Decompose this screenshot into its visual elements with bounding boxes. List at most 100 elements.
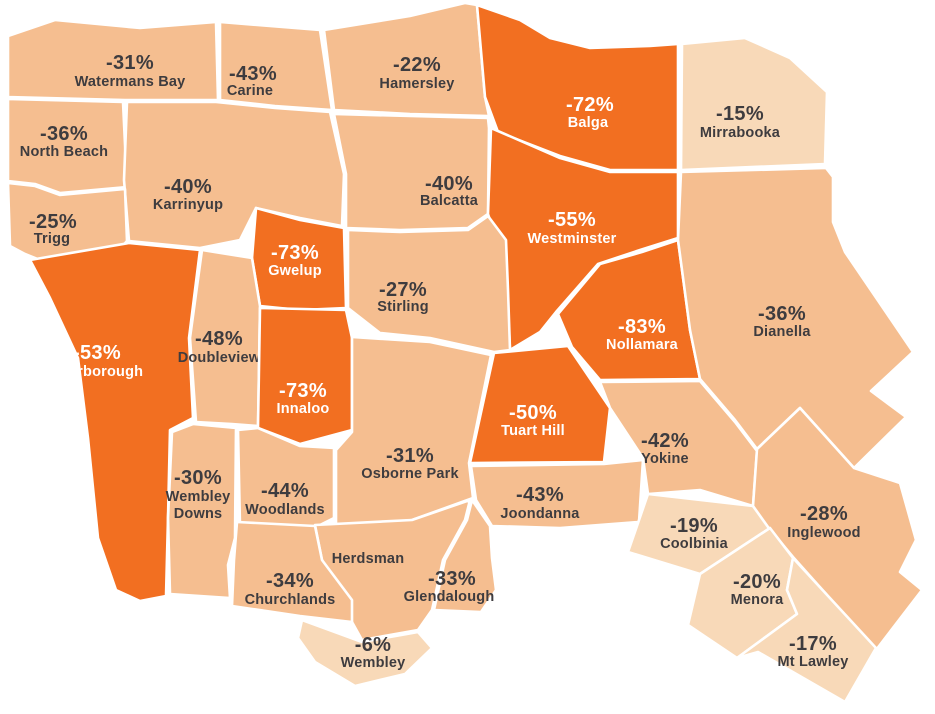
- hamersley-value: -22%: [393, 54, 441, 76]
- tuart-hill-value: -50%: [509, 402, 557, 424]
- north-beach-value: -36%: [40, 123, 88, 145]
- dianella-shape: [676, 166, 915, 470]
- gwelup-label: Gwelup: [268, 263, 322, 279]
- churchlands-label: Churchlands: [245, 592, 336, 608]
- watermans-bay-value: -31%: [106, 52, 154, 74]
- region-hamersley: -22% Hamersley: [322, 1, 491, 118]
- doubleview-shape: [188, 248, 262, 428]
- tuart-hill-label: Tuart Hill: [501, 423, 565, 439]
- joondanna-shape: [469, 458, 645, 530]
- yokine-value: -42%: [641, 430, 689, 452]
- churchlands-value: -34%: [266, 570, 314, 592]
- dianella-value: -36%: [758, 303, 806, 325]
- inglewood-label: Inglewood: [787, 525, 861, 541]
- region-mt-lawley: -17% Mt Lawley: [735, 556, 878, 704]
- region-stirling: -27% Stirling: [346, 214, 512, 354]
- karrinyup-label: Karrinyup: [153, 197, 223, 213]
- watermans-bay-label: Watermans Bay: [75, 74, 186, 90]
- mt-lawley-label: Mt Lawley: [777, 654, 848, 670]
- watermans-bay-shape: [6, 18, 220, 102]
- karrinyup-shape: [122, 100, 346, 250]
- karrinyup-value: -40%: [164, 176, 212, 198]
- yokine-shape: [598, 379, 759, 508]
- north-beach-label: North Beach: [20, 144, 108, 160]
- trigg-label: Trigg: [34, 231, 70, 247]
- wembley-value: -6%: [355, 634, 391, 656]
- balcatta-label: Balcatta: [420, 193, 479, 209]
- yokine-label: Yokine: [641, 451, 689, 467]
- balga-label: Balga: [568, 115, 609, 131]
- region-yokine: -42% Yokine: [598, 379, 759, 508]
- region-nollamara: -83% Nollamara: [556, 238, 702, 382]
- innaloo-shape: [256, 306, 354, 446]
- north-beach-shape: [6, 97, 129, 195]
- woodlands-label: Woodlands: [245, 502, 325, 518]
- region-watermans-bay: -31% Watermans Bay: [6, 18, 220, 102]
- region-balga: -72% Balga: [475, 3, 680, 172]
- balcatta-value: -40%: [425, 173, 473, 195]
- carine-shape: [218, 20, 334, 112]
- region-churchlands: -34% Churchlands: [230, 520, 354, 624]
- menora-value: -20%: [733, 571, 781, 593]
- inglewood-value: -28%: [800, 503, 848, 525]
- balcatta-shape: [332, 112, 491, 232]
- menora-label: Menora: [731, 592, 785, 608]
- region-mirrabooka: -15% Mirrabooka: [679, 36, 829, 172]
- scarborough-shape: [28, 241, 202, 603]
- nollamara-label: Nollamara: [606, 337, 679, 353]
- coolbinia-label: Coolbinia: [660, 536, 729, 552]
- scarborough-value: -53%: [73, 342, 121, 364]
- region-trigg: -25% Trigg: [6, 181, 129, 268]
- stirling-label: Stirling: [377, 299, 429, 315]
- wembley-downs-label-line1: Wembley: [166, 489, 231, 505]
- region-karrinyup: -40% Karrinyup: [122, 100, 346, 250]
- wembley-shape: [296, 618, 434, 688]
- mt-lawley-shape: [735, 556, 878, 704]
- churchlands-shape: [230, 520, 354, 624]
- innaloo-value: -73%: [279, 380, 327, 402]
- mt-lawley-value: -17%: [789, 633, 837, 655]
- region-doubleview: -48% Doubleview: [178, 248, 262, 428]
- region-innaloo: -73% Innaloo: [256, 306, 354, 446]
- wembley-downs-shape: [166, 422, 238, 600]
- region-dianella: -36% Dianella: [676, 166, 915, 470]
- region-woodlands: -44% Woodlands: [236, 426, 336, 532]
- region-tuart-hill: -50% Tuart Hill: [468, 344, 612, 465]
- region-scarborough: -53% Scarborough: [28, 241, 202, 603]
- doubleview-label: Doubleview: [178, 350, 261, 366]
- region-glendalough: -33% Glendalough: [404, 498, 498, 614]
- osborne-park-value: -31%: [386, 445, 434, 467]
- glendalough-shape: [432, 498, 498, 614]
- woodlands-value: -44%: [261, 480, 309, 502]
- stirling-shape: [346, 214, 512, 354]
- scarborough-label: Scarborough: [51, 364, 143, 380]
- region-carine: -43% Carine: [218, 20, 334, 112]
- region-wembley-downs: -30% Wembley Downs: [166, 422, 238, 600]
- region-wembley: -6% Wembley: [296, 618, 434, 688]
- coolbinia-value: -19%: [670, 515, 718, 537]
- region-joondanna: -43% Joondanna: [469, 458, 645, 530]
- joondanna-label: Joondanna: [500, 506, 580, 522]
- gwelup-value: -73%: [271, 242, 319, 264]
- mirrabooka-label: Mirrabooka: [700, 125, 781, 141]
- wembley-label: Wembley: [341, 655, 406, 671]
- mirrabooka-value: -15%: [716, 103, 764, 125]
- balga-value: -72%: [566, 94, 614, 116]
- balga-shape: [475, 3, 680, 172]
- carine-value: -43%: [229, 63, 277, 85]
- osborne-park-label: Osborne Park: [361, 466, 459, 482]
- stirling-value: -27%: [379, 279, 427, 301]
- inglewood-shape: [751, 406, 924, 652]
- glendalough-value: -33%: [428, 568, 476, 590]
- joondanna-value: -43%: [516, 484, 564, 506]
- nollamara-value: -83%: [618, 316, 666, 338]
- trigg-value: -25%: [29, 211, 77, 233]
- region-north-beach: -36% North Beach: [6, 97, 129, 195]
- region-osborne-park: -31% Osborne Park: [334, 335, 493, 530]
- innaloo-label: Innaloo: [277, 401, 330, 417]
- westminster-label: Westminster: [528, 231, 617, 247]
- mirrabooka-shape: [679, 36, 829, 172]
- dianella-label: Dianella: [753, 324, 811, 340]
- wembley-downs-label-line2: Downs: [174, 506, 223, 522]
